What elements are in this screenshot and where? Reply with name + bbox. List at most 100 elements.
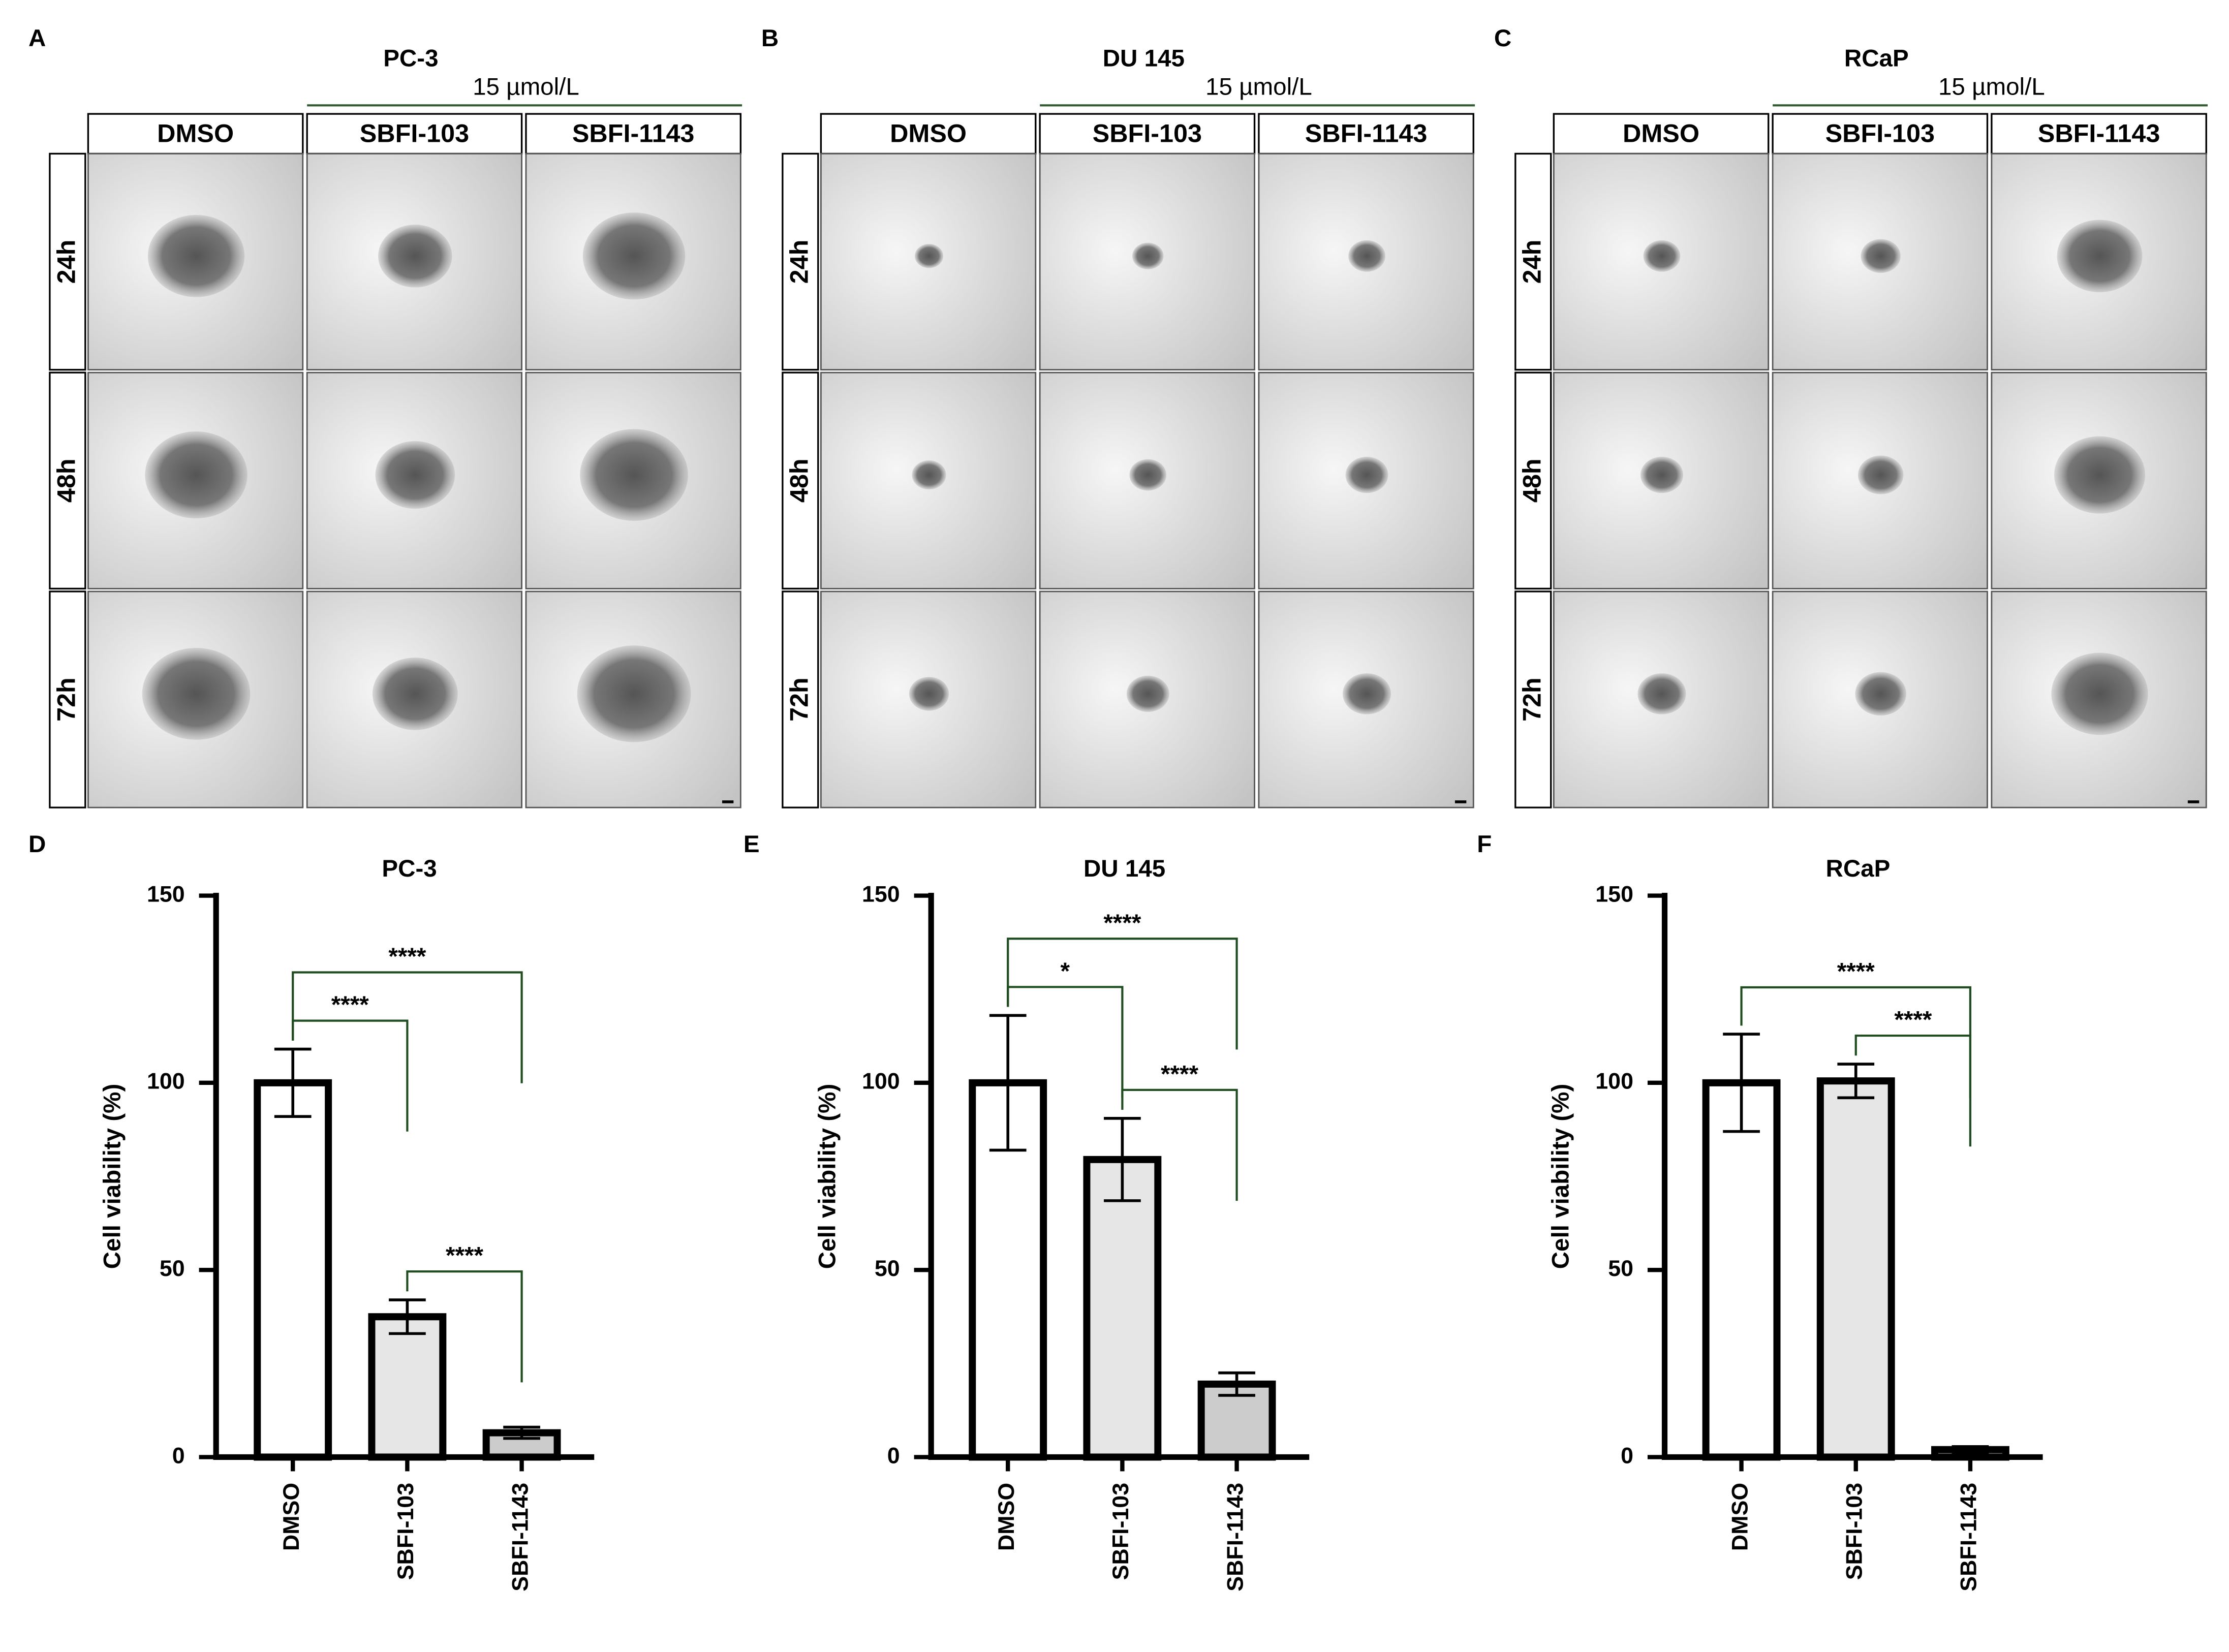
spheroid [145,431,247,519]
row-label: 24h [1517,240,1546,284]
row-label: 48h [1517,458,1546,503]
column-header [1039,113,1256,155]
bar [1083,1156,1162,1461]
row-header [782,371,819,590]
error-bar [274,1047,312,1118]
significance-bracket [1740,986,1972,1099]
significance-bracket [1121,1088,1238,1201]
panel-letter: D [28,831,46,858]
spheroid [1348,240,1385,272]
significance-bracket [292,971,523,1083]
y-tick-label: 0 [172,1443,185,1468]
spheroid [147,214,245,297]
y-tick-label: 0 [1621,1443,1633,1468]
spheroid [1855,672,1907,716]
row-label: 24h [52,240,81,284]
chart-title: DU 145 [1083,855,1165,882]
spheroid [1858,455,1904,494]
row-header [782,152,819,371]
y-tick-label: 150 [147,881,185,907]
column-label: DMSO [890,118,967,147]
x-tick-label: DMSO [994,1483,1019,1551]
x-tick-label: SBFI-103 [1842,1483,1867,1580]
significance-label: **** [1837,958,1875,985]
row-label: 24h [785,240,814,284]
row-label: 72h [52,677,81,722]
spheroid [1132,242,1164,269]
spheroid [912,460,946,490]
spheroid [2057,220,2143,293]
error-bar [389,1298,426,1335]
y-tick-label: 100 [862,1069,900,1094]
spheroid [582,212,686,300]
spheroid [577,645,691,742]
spheroid [1643,240,1681,272]
y-axis-label: Cell viability (%) [1547,1084,1574,1269]
spheroid [142,648,251,740]
significance-label: **** [388,943,426,970]
column-header [1258,113,1474,155]
spheroid [1342,673,1391,714]
spheroid [375,441,455,509]
column-header [1553,113,1770,155]
spheroid [1126,675,1169,712]
x-tick-label: SBFI-103 [1108,1483,1133,1580]
column-label: SBFI-103 [1825,118,1935,147]
x-tick-label: SBFI-1143 [1222,1483,1248,1592]
error-bar [1723,1033,1760,1133]
row-header [782,590,819,808]
significance-label: **** [1161,1061,1199,1087]
bar [254,1079,332,1461]
spheroid [1637,673,1686,714]
spheroid [2051,652,2148,735]
concentration: 15 µmol/L [1205,73,1312,100]
concentration: 15 µmol/L [1938,73,2045,100]
spheroid [1129,459,1167,491]
y-tick-label: 100 [1595,1069,1633,1094]
spheroid [2054,436,2145,514]
panel-title: DU 145 [1103,45,1185,72]
spheroid [909,677,949,711]
concentration: 15 µmol/L [473,73,579,100]
row-label: 72h [785,677,814,722]
y-tick-label: 50 [875,1256,900,1281]
significance-label: **** [1103,910,1141,937]
column-label: SBFI-103 [1093,118,1202,147]
panel-letter: B [761,25,779,52]
panel-letter: E [744,831,760,858]
error-bar [1104,1117,1141,1202]
column-label: SBFI-1143 [572,118,695,147]
spheroid [1861,239,1901,273]
significance-label: **** [1894,1007,1932,1034]
y-tick-label: 50 [1608,1256,1633,1281]
x-tick-label: SBFI-1143 [507,1483,533,1592]
x-tick-label: SBFI-103 [393,1483,418,1580]
row-header [49,371,86,590]
y-tick-label: 150 [1595,881,1633,907]
error-bar [1952,1445,1989,1454]
error-bar [989,1014,1027,1152]
column-header [306,113,523,155]
y-tick-label: 0 [887,1443,900,1468]
spheroid [914,244,943,268]
bar [368,1313,447,1461]
row-label: 72h [1517,677,1546,722]
column-label: DMSO [1623,118,1699,147]
y-axis-label: Cell viability (%) [814,1084,841,1269]
y-tick-label: 50 [160,1256,185,1281]
significance-label: **** [446,1242,484,1269]
panel-letter: A [28,25,46,52]
y-tick-label: 100 [147,1069,185,1094]
y-tick-label: 150 [862,881,900,907]
row-label: 48h [785,458,814,503]
panel-title: PC-3 [383,45,438,72]
spheroid [580,429,688,521]
bar [1702,1079,1781,1461]
column-label: SBFI-1143 [2038,118,2160,147]
column-label: SBFI-103 [360,118,469,147]
panel-letter: F [1477,831,1492,858]
chart-title: PC-3 [382,855,437,882]
significance-bracket [406,1270,523,1383]
panel-letter: C [1494,25,1511,52]
